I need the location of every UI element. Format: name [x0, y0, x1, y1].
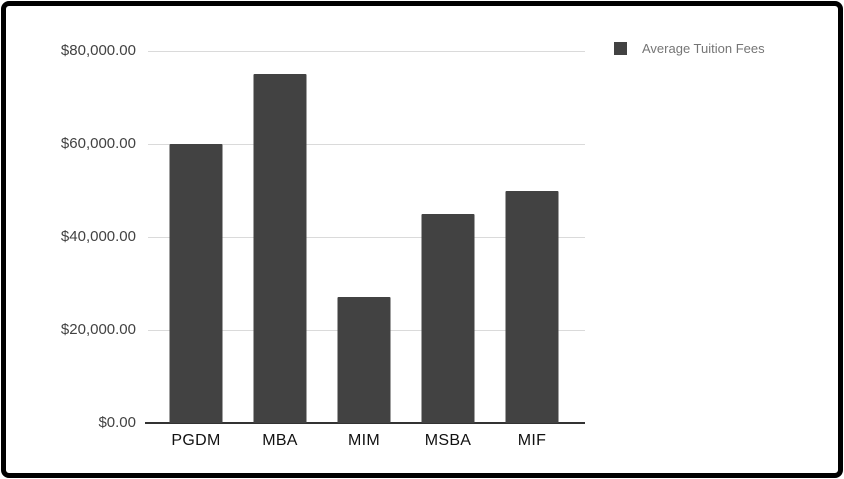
legend-label: Average Tuition Fees: [642, 41, 765, 56]
legend: Average Tuition Fees: [614, 41, 765, 56]
x-axis-category-label: MSBA: [424, 432, 472, 449]
bar-slot: [238, 51, 322, 423]
x-axis-labels: PGDM MBA MIM MSBA MIF: [154, 430, 574, 452]
y-axis-tick-label: $60,000.00: [60, 135, 136, 152]
y-axis-tick-label: $80,000.00: [60, 42, 136, 59]
bar-slot: [406, 51, 490, 423]
gridline: [148, 51, 585, 52]
bar-mba: [253, 74, 307, 423]
bar-slot: [154, 51, 238, 423]
bar-msba: [421, 213, 475, 423]
bar-pgdm: [169, 144, 223, 423]
x-axis-category-label: MBA: [262, 432, 298, 449]
gridline: [148, 237, 585, 238]
bar-slot: [322, 51, 406, 423]
x-axis-category-label: PGDM: [171, 432, 221, 449]
bars-container: [154, 51, 574, 423]
legend-swatch-icon: [614, 42, 627, 55]
y-axis-tick-label: $40,000.00: [60, 228, 136, 245]
y-axis-tick-label: $0.00: [98, 414, 136, 431]
y-axis-tick-label: $20,000.00: [60, 321, 136, 338]
x-axis-category-label: MIM: [347, 432, 380, 449]
bar-slot: [490, 51, 574, 423]
bar-mif: [505, 190, 559, 423]
bar-mim: [337, 297, 391, 423]
x-axis-category-label: MIF: [517, 432, 547, 449]
x-axis-line: [145, 422, 585, 424]
gridline: [148, 144, 585, 145]
